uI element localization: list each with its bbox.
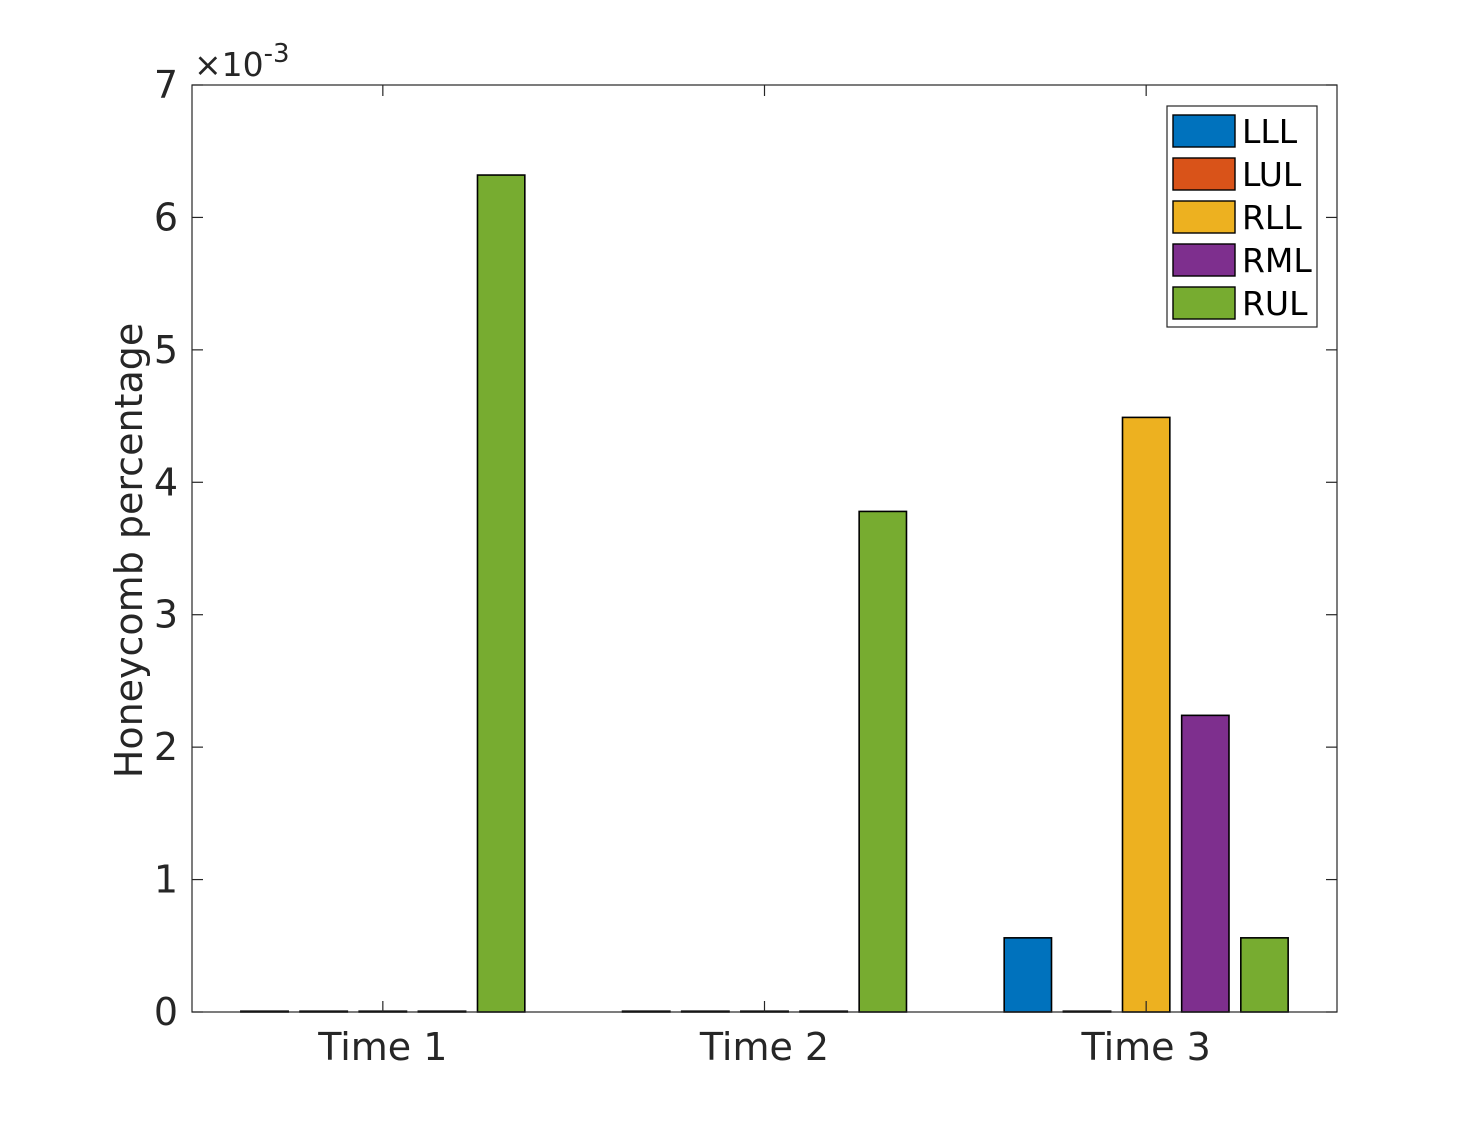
- bar-rul-time-2: [858, 510, 908, 1013]
- y-tick-label: 1: [154, 858, 178, 902]
- legend-swatch-rml: [1172, 243, 1236, 277]
- x-tick-label: Time 1: [317, 1025, 447, 1069]
- y-tick-label: 5: [154, 328, 178, 372]
- legend-swatch-lul: [1172, 157, 1236, 191]
- y-tick-label: 2: [154, 725, 178, 769]
- ticks-layer: [192, 84, 1337, 1013]
- y-tick-label: 7: [154, 63, 178, 107]
- y-axis-label: Honeycomb percentage: [107, 323, 151, 778]
- exponent-base: ×10: [194, 45, 264, 84]
- x-tick-label: Time 3: [1081, 1025, 1211, 1069]
- bar-rml-time-3: [1180, 714, 1230, 1013]
- bar-lll-time-3: [1003, 937, 1053, 1013]
- y-tick-label: 6: [154, 195, 178, 239]
- y-tick-label: 3: [154, 593, 178, 637]
- bar-rul-time-3: [1240, 937, 1289, 1013]
- legend-label-lul: LUL: [1242, 155, 1302, 194]
- legend-swatch-rul: [1172, 286, 1236, 320]
- y-tick-labels: 0 1 2 3 4 5 6 7: [154, 63, 178, 1034]
- legend: LLL LUL RLL RML RUL: [1166, 105, 1318, 328]
- legend-label-rml: RML: [1242, 241, 1312, 280]
- bar-rul-time-1: [476, 174, 526, 1013]
- bar-rll-time-3: [1121, 416, 1171, 1013]
- exponent-power: -3: [264, 39, 290, 69]
- legend-label-rll: RLL: [1242, 198, 1302, 237]
- legend-label-rul: RUL: [1242, 284, 1308, 323]
- y-axis-exponent: ×10-3: [194, 39, 290, 84]
- bars-layer: [240, 174, 1289, 1013]
- y-tick-label: 0: [154, 990, 178, 1034]
- x-tick-label: Time 2: [699, 1025, 829, 1069]
- x-tick-labels: Time 1 Time 2 Time 3: [317, 1025, 1211, 1069]
- legend-swatch-rll: [1172, 200, 1236, 234]
- legend-label-lll: LLL: [1242, 112, 1298, 151]
- legend-swatch-lll: [1172, 114, 1236, 148]
- y-tick-label: 4: [154, 460, 178, 504]
